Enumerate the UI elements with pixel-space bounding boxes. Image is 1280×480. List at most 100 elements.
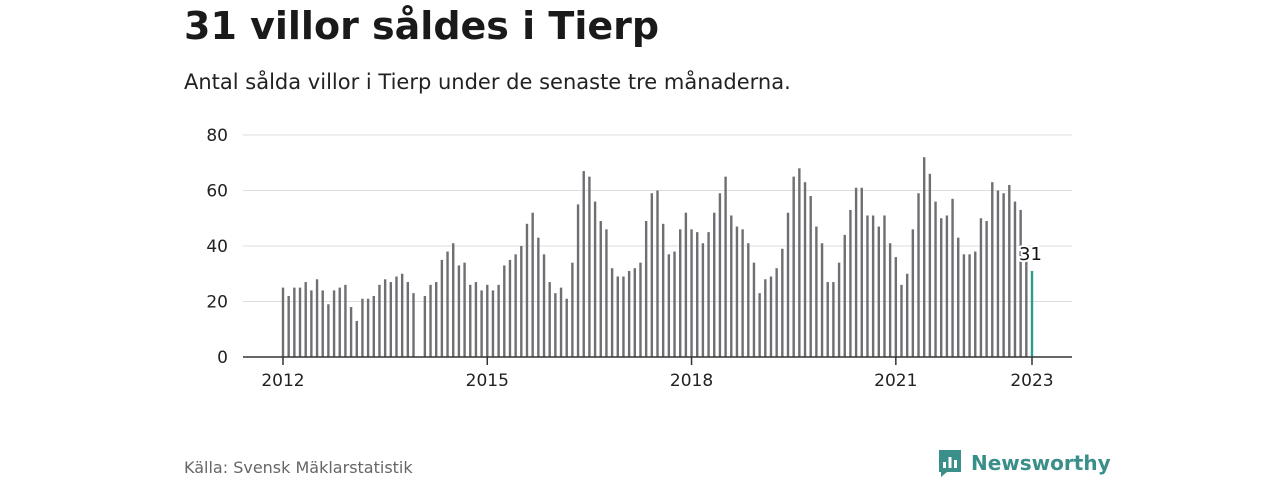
bar: [525, 223, 529, 357]
bar: [877, 226, 880, 357]
bar: [452, 243, 455, 357]
bar: [349, 307, 353, 357]
bar: [446, 251, 449, 357]
bar: [338, 287, 341, 358]
bar: [599, 221, 602, 357]
bar: [679, 229, 682, 357]
bar: [315, 279, 319, 357]
bar: [537, 237, 540, 357]
bar: [854, 187, 858, 357]
bar: [849, 209, 852, 357]
bar: [548, 282, 551, 357]
bar: [979, 218, 983, 357]
bar: [917, 193, 920, 357]
bar: [486, 284, 489, 357]
bar: [968, 254, 971, 357]
bar: [962, 254, 966, 357]
bar: [389, 282, 393, 357]
bar: [1025, 251, 1028, 357]
bar: [974, 251, 977, 357]
bar: [514, 254, 517, 357]
bar: [435, 282, 438, 357]
bar: [395, 276, 398, 357]
bar: [355, 320, 358, 357]
bar: [661, 223, 665, 357]
bar: [866, 215, 869, 357]
bar: [497, 284, 500, 357]
bar: [531, 212, 534, 357]
bar: [764, 279, 767, 357]
highlight-bar: [1030, 270, 1034, 357]
bar: [996, 190, 1000, 357]
y-tick-label: 40: [206, 237, 228, 257]
bar: [412, 293, 415, 357]
bar: [429, 284, 432, 357]
bar: [633, 268, 636, 357]
bar: [605, 229, 608, 357]
bar: [905, 273, 909, 357]
bar: [696, 232, 699, 358]
bar: [673, 251, 676, 357]
bar: [622, 276, 625, 357]
bar: [480, 290, 483, 357]
bar: [503, 265, 506, 357]
bar: [832, 282, 835, 357]
bar: [775, 268, 778, 357]
bar: [934, 201, 937, 357]
bar: [463, 262, 466, 357]
newsworthy-logo-icon: [939, 450, 961, 477]
bar: [786, 212, 790, 357]
bar: [656, 190, 659, 357]
x-tick-label: 2018: [670, 371, 713, 391]
bar: [440, 259, 444, 358]
bar: [792, 176, 795, 358]
bar: [327, 304, 330, 357]
bar: [627, 270, 631, 357]
bar: [321, 290, 324, 357]
bar: [304, 282, 307, 357]
bar: [951, 198, 954, 357]
bar: [372, 295, 375, 357]
bar: [781, 248, 784, 357]
bar: [582, 171, 585, 357]
bar: [888, 243, 892, 357]
x-tick-label: 2012: [261, 371, 304, 391]
bar: [713, 212, 716, 357]
y-tick-label: 20: [206, 293, 228, 313]
bar: [554, 293, 557, 357]
bar: [826, 282, 829, 357]
bar: [837, 262, 841, 357]
bar: [701, 243, 705, 357]
bar: [871, 215, 875, 357]
bar: [588, 176, 591, 358]
bar: [344, 284, 347, 357]
bar: [945, 215, 949, 357]
bar: [298, 287, 302, 358]
bar: [860, 187, 863, 357]
bar: [520, 246, 523, 357]
bar: [667, 254, 671, 357]
bar: [610, 268, 614, 357]
bar: [940, 218, 943, 357]
bar: [730, 215, 733, 357]
bar: [287, 295, 290, 357]
bar: [1002, 193, 1005, 357]
bar: [991, 182, 994, 357]
bar: [922, 157, 926, 357]
bar: [815, 226, 818, 357]
brand-logo[interactable]: Newsworthy: [937, 448, 1111, 478]
bar: [508, 259, 512, 358]
bar: [406, 282, 410, 357]
x-tick-label: 2023: [1010, 371, 1053, 391]
bar: [928, 173, 932, 357]
y-tick-label: 0: [217, 348, 228, 368]
bar: [1008, 184, 1011, 357]
bar: [758, 293, 761, 357]
highlight-value-halo: 31: [1019, 244, 1042, 265]
y-tick-label: 60: [206, 182, 228, 202]
bar: [900, 284, 903, 357]
bar: [684, 212, 688, 357]
bar: [644, 221, 648, 357]
bar: [400, 273, 404, 357]
